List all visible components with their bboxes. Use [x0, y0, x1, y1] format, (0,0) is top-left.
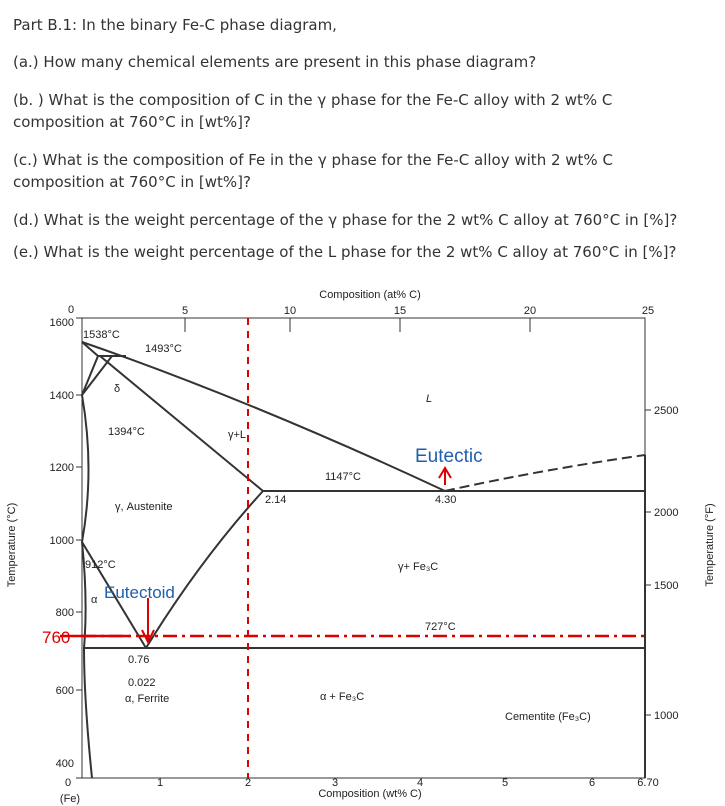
- eutectoid-arrow: [141, 598, 155, 645]
- label: 912°C: [85, 559, 116, 571]
- axis-label: Temperature (°F): [704, 503, 716, 586]
- tick-label: 6: [589, 777, 595, 789]
- phase-diagram: Composition (at% C) 0 5 10 15 20 25 Comp…: [6, 289, 716, 805]
- label: 1538°C: [83, 329, 120, 341]
- label: 727°C: [425, 621, 456, 633]
- tick-label: 3: [332, 777, 338, 789]
- tick-label: 20: [524, 305, 536, 317]
- tick-label: (Fe): [60, 793, 80, 805]
- label: 1147°C: [325, 471, 361, 483]
- tick-label: 25: [642, 305, 654, 317]
- tick-label: 6.70: [637, 777, 658, 789]
- label: L: [426, 393, 432, 405]
- axis-label: Composition (wt% C): [318, 788, 421, 800]
- question: (c.) What is the composition of Fe in th…: [13, 151, 613, 191]
- eutectic-arrow: [438, 466, 452, 485]
- eutectoid-line: [81, 541, 645, 779]
- label: α: [91, 594, 98, 606]
- ticks: [76, 317, 651, 779]
- label: 2.14: [265, 494, 286, 506]
- label: 0.022: [128, 677, 156, 689]
- question: (d.) What is the weight percentage of th…: [13, 211, 678, 229]
- tick-label: 0: [68, 304, 74, 316]
- tick-label: 1000: [654, 710, 678, 722]
- cementite-liquidus: [444, 454, 646, 492]
- title: Part B.1: In the binary Fe-C phase diagr…: [13, 16, 337, 34]
- tick-label: 1200: [50, 462, 74, 474]
- axis-label: Temperature (°C): [6, 503, 18, 587]
- austenite-boundary: [80, 394, 264, 649]
- delta-region: [81, 341, 264, 492]
- question: (b. ) What is the composition of C in th…: [13, 91, 613, 131]
- label: Cementite (Fe₃C): [505, 711, 591, 723]
- tick-label: 5: [182, 305, 188, 317]
- label: α + Fe₃C: [320, 691, 364, 703]
- plot-frame: [81, 317, 646, 779]
- label: γ, Austenite: [115, 501, 172, 513]
- tick-label: 1400: [50, 390, 74, 402]
- tick-label: 2000: [654, 507, 678, 519]
- label: γ+L: [228, 429, 246, 441]
- label: 1394°C: [108, 426, 145, 438]
- tick-label: 800: [56, 607, 74, 619]
- tick-label: 600: [56, 685, 74, 697]
- tick-label: 0: [65, 777, 71, 789]
- annotation: 760: [42, 628, 70, 647]
- tick-label: 1: [157, 777, 163, 789]
- tick-label: 15: [394, 305, 406, 317]
- question: (e.) What is the weight percentage of th…: [13, 243, 677, 261]
- tick-label: 4: [417, 777, 423, 789]
- label: γ+ Fe₃C: [398, 561, 438, 573]
- tick-label: 10: [284, 305, 296, 317]
- label: 4.30: [435, 494, 456, 506]
- tick-label: 2: [245, 777, 251, 789]
- tick-label: 1000: [50, 535, 74, 547]
- label: α, Ferrite: [125, 693, 169, 705]
- annotation: Eutectic: [415, 446, 483, 467]
- annotation: Eutectoid: [104, 583, 175, 602]
- tick-label: 5: [502, 777, 508, 789]
- tick-label: 1600: [50, 317, 74, 329]
- axis-label: Composition (at% C): [319, 289, 420, 301]
- tick-label: 400: [56, 758, 74, 770]
- liquidus: [81, 341, 446, 492]
- label: 0.76: [128, 654, 149, 666]
- tick-label: 2500: [654, 405, 678, 417]
- label: δ: [114, 383, 120, 395]
- tick-label: 1500: [654, 580, 678, 592]
- label: 1493°C: [145, 343, 182, 355]
- question: (a.) How many chemical elements are pres…: [13, 53, 537, 71]
